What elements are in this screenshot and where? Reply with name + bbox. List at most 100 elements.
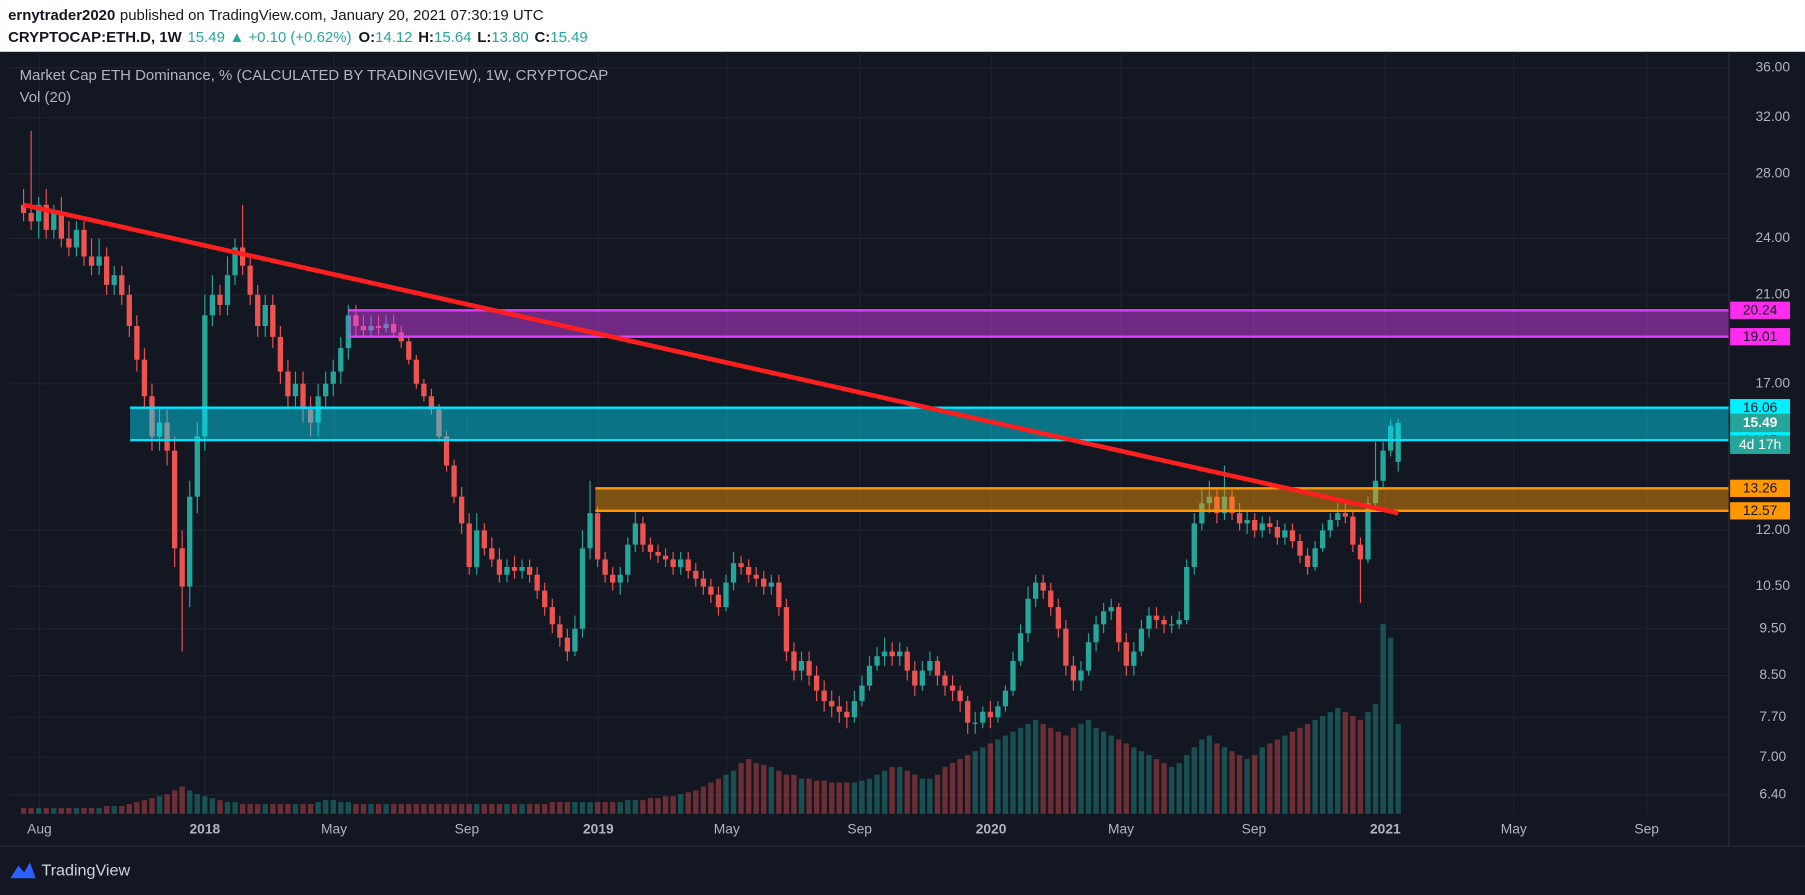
candle-body <box>104 256 110 285</box>
last-price: 15.49 <box>187 29 224 46</box>
volume-bar <box>1289 731 1296 814</box>
volume-bar <box>1063 735 1069 814</box>
volume-bar <box>738 762 744 814</box>
volume-bar <box>481 804 487 814</box>
volume-bar <box>776 770 782 814</box>
volume-bar <box>1153 759 1160 814</box>
volume-bar <box>519 804 525 814</box>
volume-bar <box>224 802 231 814</box>
volume-bar <box>104 806 110 814</box>
volume-bar <box>1372 704 1379 814</box>
candle-body <box>1070 665 1077 681</box>
volume-bar <box>1274 739 1280 814</box>
candle-body <box>96 256 102 266</box>
candle-body <box>330 371 336 384</box>
volume-bar <box>640 800 646 814</box>
volume-bar <box>1048 727 1054 814</box>
price-tag-label: 12.57 <box>1743 502 1778 518</box>
volume-bar <box>1350 716 1356 814</box>
volume-bar <box>889 766 895 814</box>
volume-bar <box>1168 766 1175 814</box>
candle-body <box>36 204 42 222</box>
volume-bar <box>292 804 299 814</box>
volume-bar <box>647 798 654 814</box>
volume-bar <box>708 782 714 814</box>
candle-body <box>504 567 510 575</box>
candle-body <box>821 690 827 702</box>
volume-bar <box>836 782 842 814</box>
candle-body <box>564 637 571 652</box>
volume-bar <box>610 802 616 814</box>
candle-body <box>715 594 722 608</box>
candle-body <box>187 496 193 587</box>
volume-bar <box>579 802 586 814</box>
volume-bar <box>270 804 276 814</box>
ohlc-label: L: <box>477 29 491 46</box>
y-tick-label: 12.00 <box>1755 521 1790 537</box>
x-tick-label: Sep <box>455 821 480 837</box>
volume-bar <box>1267 743 1273 814</box>
volume-bar <box>1161 762 1167 814</box>
candle-body <box>526 567 533 575</box>
volume-bar <box>957 759 963 814</box>
candles <box>20 130 1401 734</box>
candle-body <box>28 213 34 222</box>
candle-body <box>1357 544 1364 560</box>
volume-bar <box>783 774 790 814</box>
candle-body <box>791 651 797 671</box>
volume-bar <box>1342 712 1348 814</box>
candle-body <box>889 651 895 657</box>
y-tick-label: 7.70 <box>1759 708 1786 724</box>
volume-bar <box>564 802 571 814</box>
volume-bar <box>655 798 661 814</box>
volume-bar <box>602 802 608 814</box>
volume-bar <box>88 807 95 814</box>
volume-bar <box>942 766 948 814</box>
volume-bar <box>715 778 722 814</box>
volume-bar <box>1252 755 1258 814</box>
candle-body <box>866 665 873 686</box>
volume-bar <box>73 807 80 814</box>
trendline <box>23 202 1399 516</box>
volume-bar <box>670 796 676 814</box>
volume-bar <box>844 782 850 814</box>
volume-bar <box>436 804 442 814</box>
volume-bar <box>995 739 1001 814</box>
candle-body <box>1108 607 1114 612</box>
y-tick-label: 36.00 <box>1755 59 1790 75</box>
candle-body <box>1010 660 1016 691</box>
candle-body <box>474 530 480 568</box>
candle-body <box>1176 619 1182 625</box>
candle-body <box>904 651 910 671</box>
volume-bar <box>330 800 336 814</box>
ohlc-value: 14.12 <box>375 29 412 46</box>
volume-bar <box>20 807 27 814</box>
volume-bar <box>1229 751 1235 814</box>
volume-bar <box>496 804 503 814</box>
volume-bar <box>1100 731 1107 814</box>
candle-body <box>1229 496 1235 514</box>
volume-bar <box>821 780 827 814</box>
volume-bar <box>1259 747 1265 814</box>
price-tag <box>1730 479 1791 497</box>
volume-bar <box>1191 747 1197 814</box>
volume-bar <box>791 774 797 814</box>
volume-bar <box>111 806 117 814</box>
candle-body <box>1093 624 1099 643</box>
x-tick-label: May <box>714 821 740 837</box>
candle-body <box>1063 628 1069 666</box>
volume-bar <box>43 807 49 814</box>
volume-bar <box>307 804 314 814</box>
volume-bar <box>1123 743 1129 814</box>
volume-bar <box>1017 727 1024 814</box>
candle-body <box>58 213 64 239</box>
volume-bar <box>859 780 865 814</box>
volume-bar <box>315 802 321 814</box>
volume-bar <box>375 804 382 814</box>
volume-bar <box>1357 719 1364 814</box>
candle-body <box>594 513 601 560</box>
candle-body <box>1085 642 1092 671</box>
candle-body <box>942 675 948 686</box>
volume-bar <box>398 804 404 814</box>
